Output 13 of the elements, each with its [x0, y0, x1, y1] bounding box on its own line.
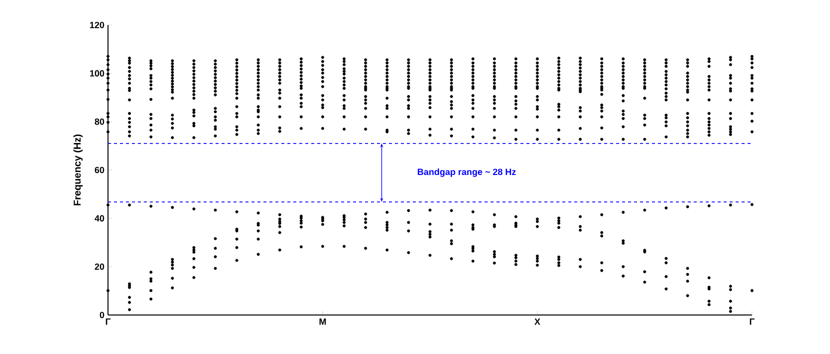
y-tick-label: 20 [94, 263, 104, 270]
annotation: Bandgap range ~ 28 Hz [418, 168, 516, 177]
y-tick-label: 120 [90, 22, 104, 28]
y-tick-label: 40 [94, 215, 104, 222]
x-tick-label: Γ [750, 318, 755, 325]
y-tick-label: 100 [90, 70, 104, 77]
y-tick-label: 0 [100, 312, 104, 318]
x-tick-label: M [320, 318, 326, 325]
x-tick-label: X [534, 318, 540, 325]
x-tick-label: Γ [106, 318, 111, 325]
y-axis-title: Frequency (Hz) [73, 134, 83, 206]
y-tick-label: 60 [94, 166, 104, 174]
y-tick-label: 80 [94, 118, 104, 125]
